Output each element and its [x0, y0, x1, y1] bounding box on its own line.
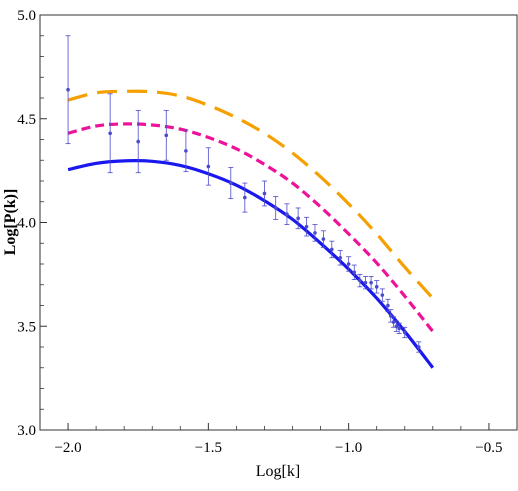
- data-point: [351, 264, 357, 280]
- tick-labels: −2.0 −1.5 −1.0 −0.5 3.0 3.5 4.0 4.5 5.0: [17, 8, 502, 456]
- data-point: [261, 180, 267, 207]
- data-point: [107, 93, 113, 174]
- series-layer: [67, 89, 435, 369]
- y-tick-label: 3.5: [17, 319, 36, 335]
- tick-marks: [39, 14, 518, 431]
- data-point: [320, 230, 326, 248]
- data-point: [357, 273, 363, 288]
- data-point: [346, 256, 352, 272]
- data-point: [273, 196, 279, 220]
- data-point: [396, 322, 402, 334]
- data-point: [163, 110, 169, 161]
- data-point: [304, 216, 310, 237]
- y-tick-label: 5.0: [17, 8, 36, 24]
- data-point: [205, 147, 211, 186]
- data-point: [393, 320, 399, 332]
- y-axis-title: Log[P(k)]: [2, 189, 19, 256]
- series-line-3: [67, 159, 435, 369]
- x-tick-label: −2.0: [54, 440, 81, 456]
- data-point: [284, 203, 290, 225]
- data-point: [135, 110, 141, 174]
- data-point: [368, 276, 374, 290]
- data-point: [374, 280, 380, 294]
- x-tick-label: −1.0: [335, 440, 362, 456]
- data-point: [379, 288, 385, 302]
- data-point: [385, 298, 391, 313]
- series-line-1: [67, 89, 435, 300]
- data-point: [362, 276, 368, 290]
- errorbar-layer: [65, 35, 422, 353]
- x-tick-label: −1.5: [195, 440, 222, 456]
- data-point: [183, 129, 189, 173]
- data-point: [416, 341, 422, 353]
- x-axis-title: Log[k]: [256, 463, 300, 480]
- y-tick-label: 3.0: [17, 423, 36, 439]
- plot-frame: [39, 14, 518, 431]
- data-point: [402, 326, 408, 339]
- y-tick-label: 4.5: [17, 112, 36, 128]
- y-tick-label: 4.0: [17, 216, 36, 232]
- data-point: [295, 207, 301, 230]
- data-point: [242, 182, 248, 213]
- data-point: [312, 224, 318, 242]
- data-point: [228, 167, 234, 200]
- data-point: [337, 250, 343, 266]
- x-tick-label: −0.5: [475, 440, 502, 456]
- data-point: [65, 35, 71, 145]
- data-point: [329, 240, 335, 259]
- series-line-2: [67, 122, 435, 333]
